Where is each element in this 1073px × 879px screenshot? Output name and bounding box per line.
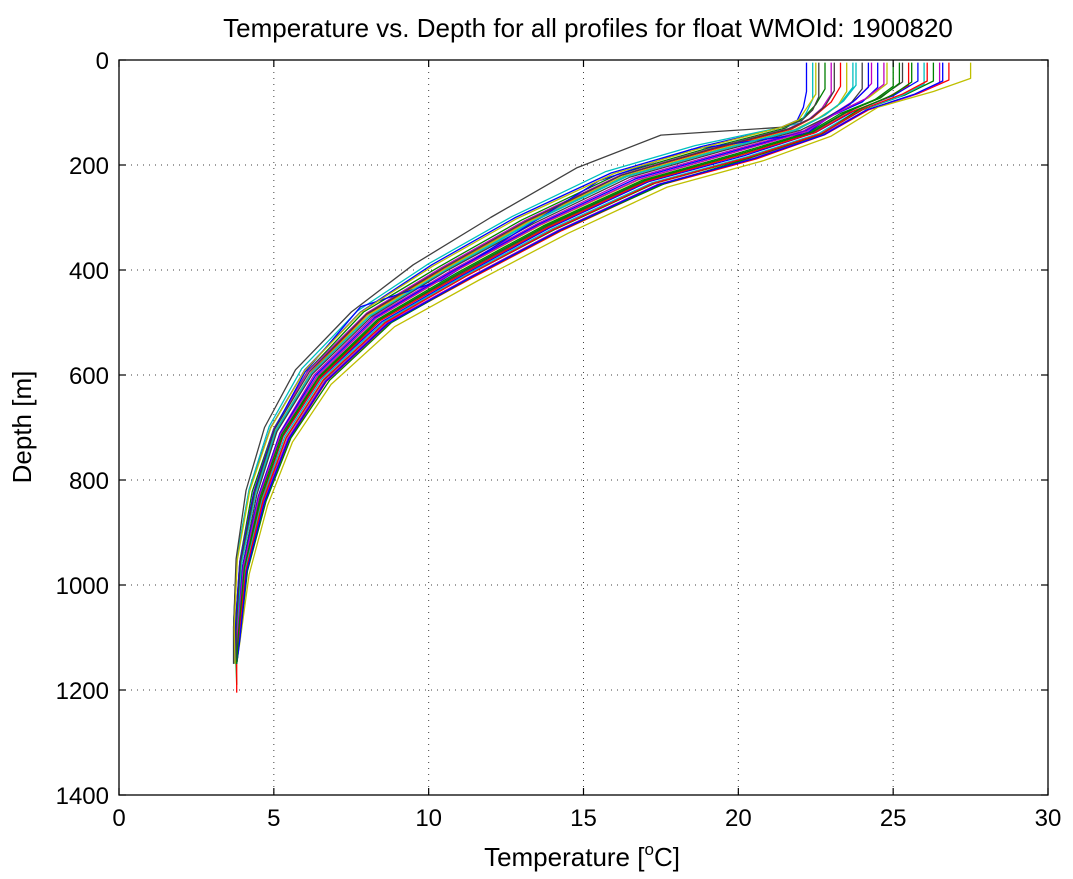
y-tick-label: 1400 — [56, 783, 109, 810]
x-axis-title-superscript: o — [644, 840, 653, 859]
x-tick-label: 0 — [112, 805, 125, 832]
profile-line — [233, 62, 817, 664]
y-axis-title: Depth [m] — [7, 371, 37, 484]
profile-line — [236, 62, 972, 664]
x-axis-title: Temperature [oC] — [484, 840, 680, 872]
profile-line — [232, 62, 814, 664]
x-tick-label: 30 — [1035, 805, 1062, 832]
profile-line — [236, 62, 901, 664]
x-axis-title-main: Temperature [ — [484, 842, 645, 872]
x-tick-labels: 0 5 10 15 20 25 30 — [112, 805, 1061, 832]
axis-ticks — [118, 59, 1049, 796]
y-tick-label: 400 — [69, 258, 109, 285]
profile-line — [236, 62, 879, 664]
x-tick-label: 20 — [725, 805, 752, 832]
y-tick-label: 800 — [69, 468, 109, 495]
x-tick-label: 10 — [415, 805, 442, 832]
profile-line — [232, 62, 820, 664]
y-tick-label: 0 — [96, 48, 109, 75]
profile-line — [236, 62, 925, 664]
y-tick-labels: 0 200 400 600 800 1000 1200 1400 — [56, 48, 109, 810]
x-axis-title-unit: C] — [654, 842, 680, 872]
x-tick-label: 5 — [267, 805, 280, 832]
profile-line — [234, 62, 826, 685]
profile-line — [235, 62, 835, 664]
y-tick-label: 1000 — [56, 573, 109, 600]
y-tick-label: 600 — [69, 363, 109, 390]
profile-line — [236, 62, 854, 664]
y-tick-label: 1200 — [56, 678, 109, 705]
y-tick-label: 200 — [69, 153, 109, 180]
profile-line — [236, 62, 944, 664]
profile-line — [236, 62, 885, 664]
profile-line — [236, 62, 928, 664]
x-tick-label: 25 — [880, 805, 907, 832]
chart-title: Temperature vs. Depth for all profiles f… — [223, 13, 953, 43]
x-tick-label: 15 — [570, 805, 597, 832]
grid-lines — [119, 60, 1048, 795]
profile-lines — [232, 62, 972, 693]
